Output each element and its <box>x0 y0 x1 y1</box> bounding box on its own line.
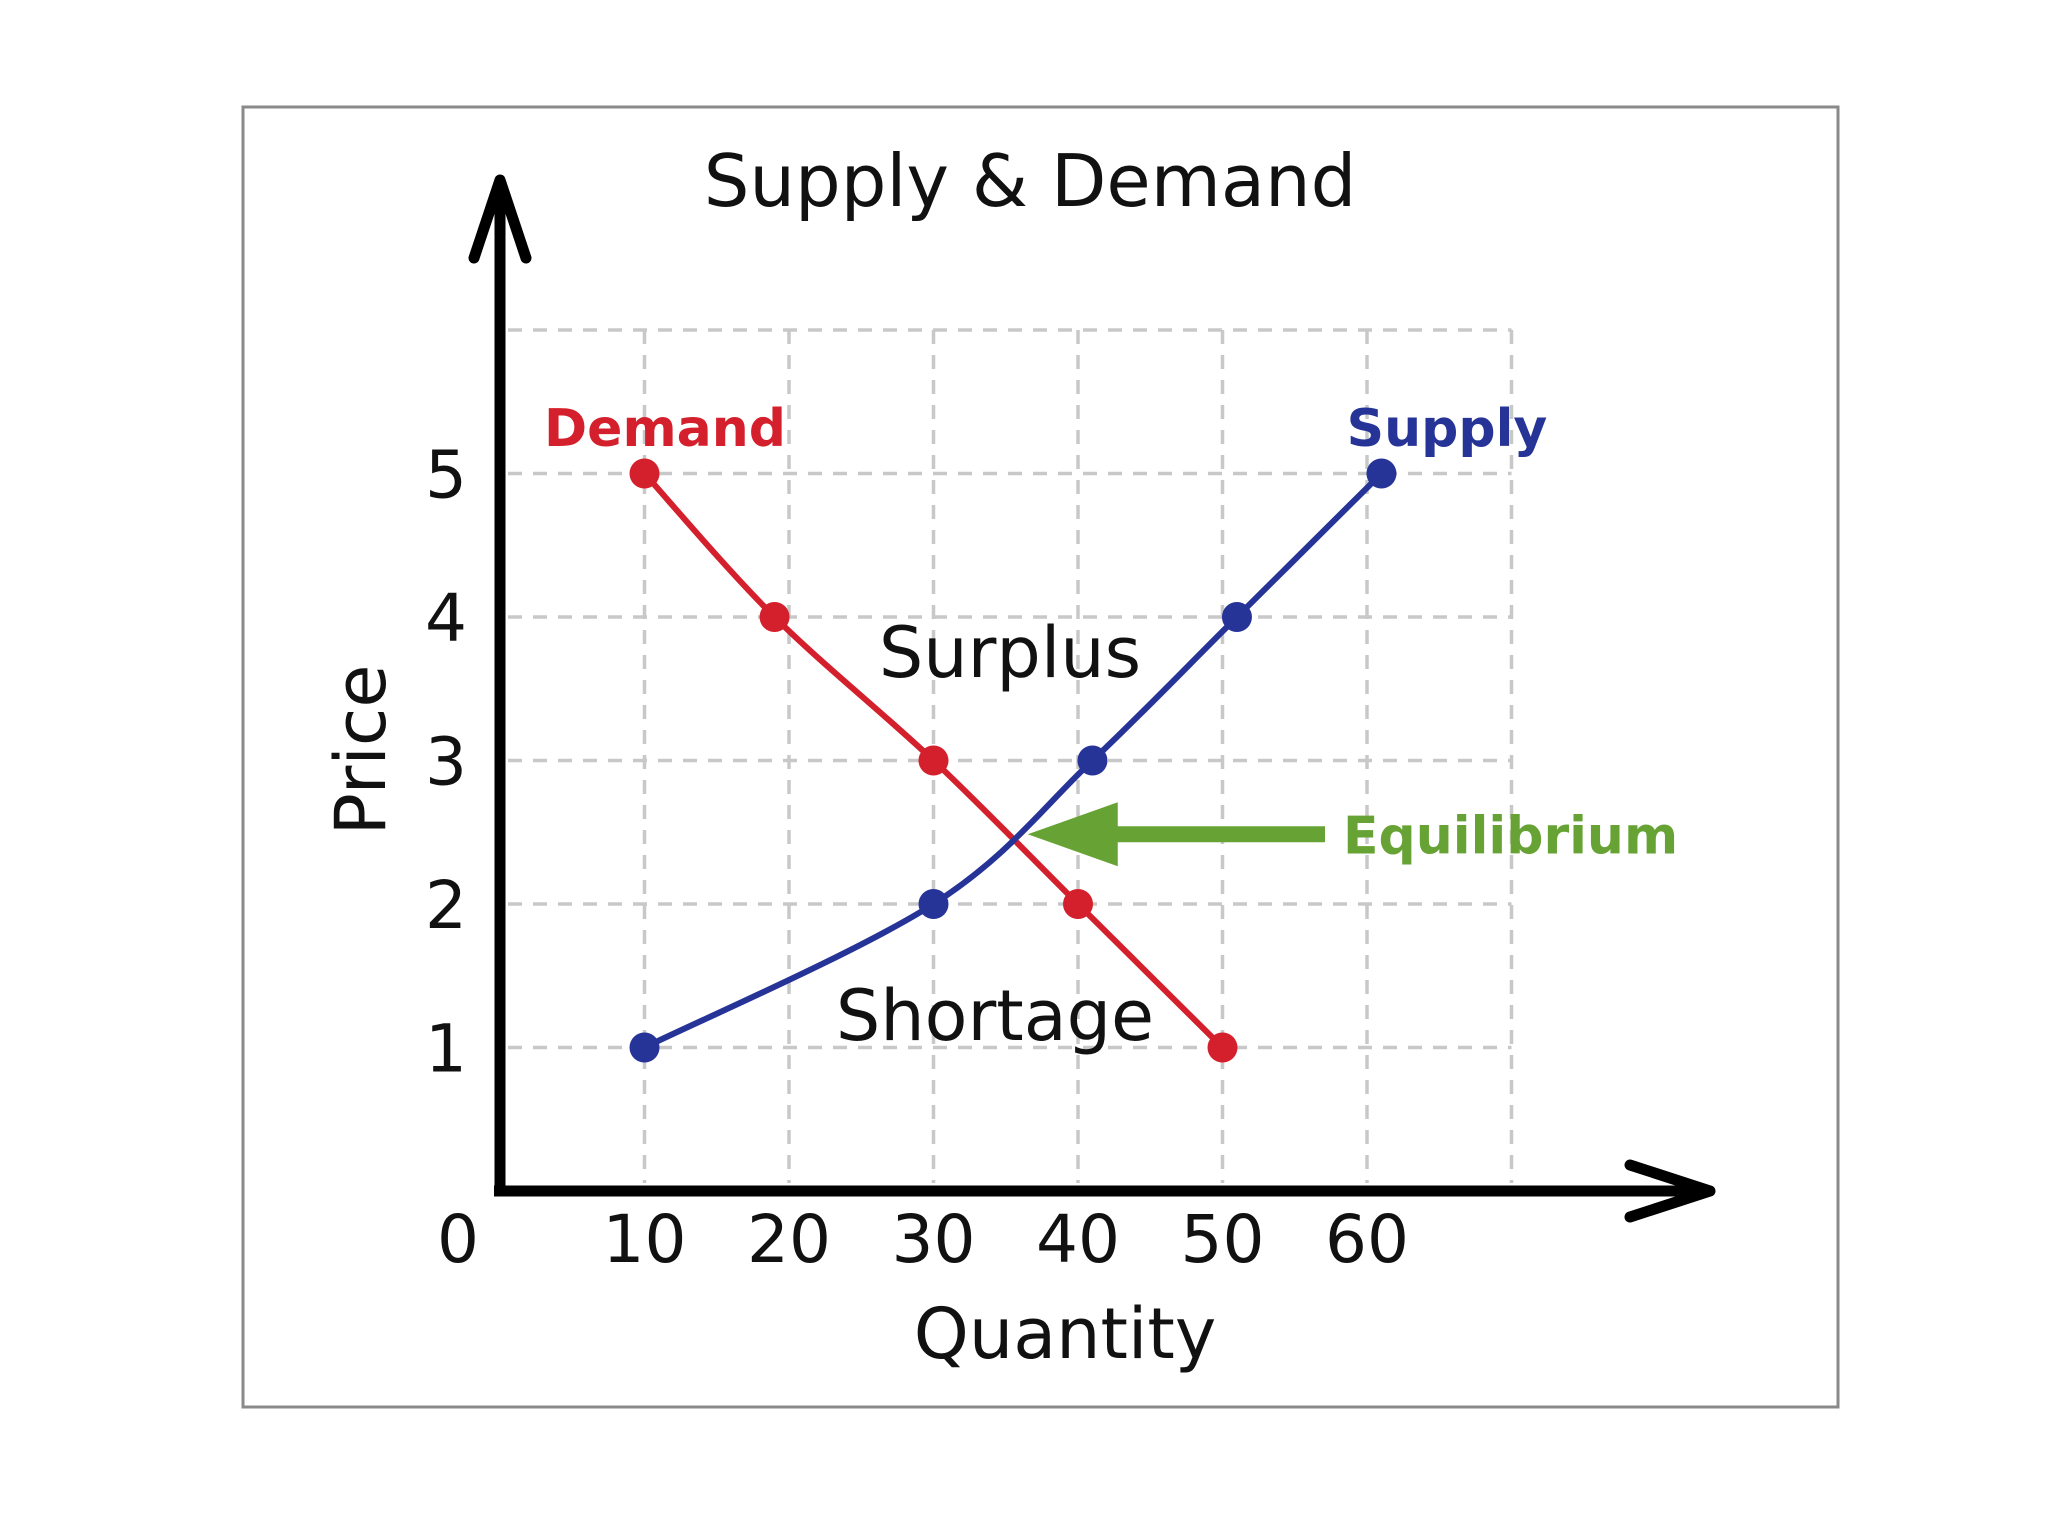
annotations: Surplus Shortage Equilibrium <box>836 612 1678 1057</box>
x-tick-labels: 0 10 20 30 40 50 60 <box>437 1201 1409 1278</box>
supply-point <box>1077 745 1108 776</box>
supply-point <box>1366 458 1397 489</box>
demand-point <box>1063 889 1093 919</box>
x-tick-label: 10 <box>603 1201 687 1278</box>
x-tick-label: 0 <box>437 1201 479 1278</box>
y-axis-label: Price <box>320 665 402 836</box>
equilibrium-arrow <box>1027 802 1325 867</box>
x-tick-label: 40 <box>1036 1201 1120 1278</box>
y-tick-label: 2 <box>425 867 467 944</box>
x-tick-label: 50 <box>1181 1201 1265 1278</box>
equilibrium-label: Equilibrium <box>1343 806 1678 866</box>
surplus-label: Surplus <box>879 612 1141 694</box>
series-layer: Demand Supply <box>544 399 1547 1063</box>
x-axis-label: Quantity <box>914 1293 1217 1375</box>
y-tick-label: 1 <box>425 1011 467 1088</box>
x-axis-arrowhead <box>1624 1159 1716 1223</box>
supply-label: Supply <box>1347 399 1548 459</box>
equilibrium-arrow-shaft <box>1109 826 1325 843</box>
supply-point <box>629 1032 660 1063</box>
y-axis-arrowhead <box>468 174 532 264</box>
demand-label: Demand <box>544 399 786 459</box>
axes <box>468 174 1716 1223</box>
supply-series: Supply <box>629 399 1548 1063</box>
demand-point <box>629 458 660 489</box>
equilibrium-arrow-head <box>1027 802 1118 867</box>
demand-series: Demand <box>544 399 1238 1063</box>
shortage-label: Shortage <box>836 975 1154 1057</box>
supply-point <box>918 889 949 919</box>
y-tick-labels: 1 2 3 4 5 <box>425 437 467 1088</box>
y-tick-label: 3 <box>425 724 467 801</box>
chart-title: Supply & Demand <box>704 139 1357 223</box>
y-tick-label: 5 <box>425 437 467 514</box>
grid <box>508 328 1514 1183</box>
x-tick-label: 20 <box>747 1201 831 1278</box>
supply-point <box>1221 602 1252 632</box>
demand-point <box>759 602 790 632</box>
x-tick-label: 60 <box>1325 1201 1409 1278</box>
demand-point <box>1207 1032 1238 1063</box>
y-tick-label: 4 <box>425 580 467 657</box>
demand-point <box>918 745 949 776</box>
x-tick-label: 30 <box>892 1201 976 1278</box>
